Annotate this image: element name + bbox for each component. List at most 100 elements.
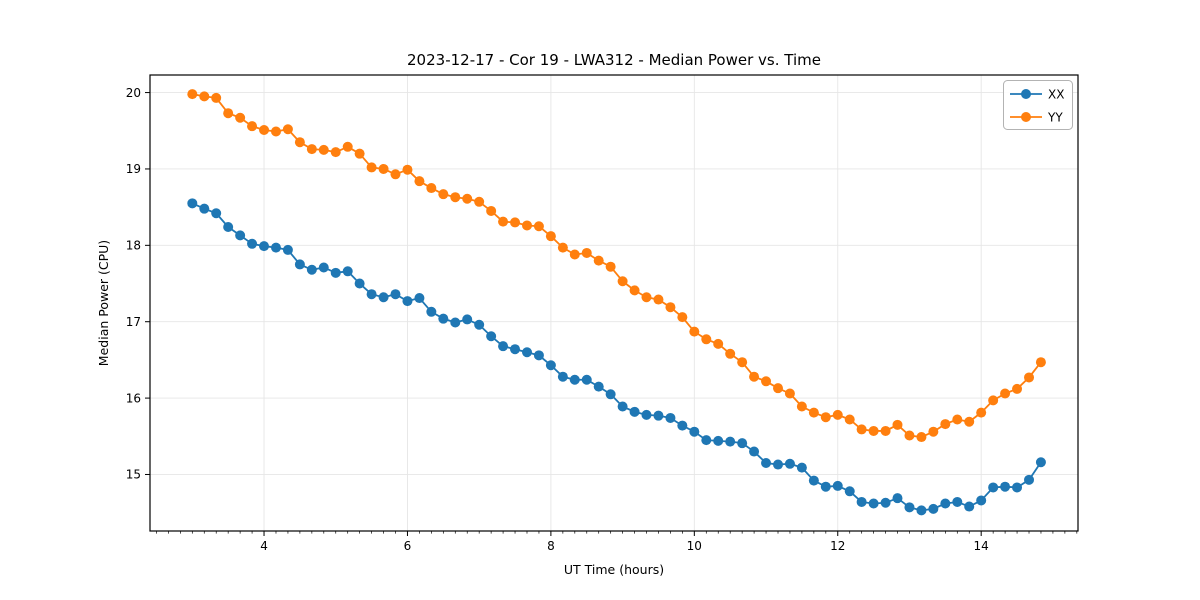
data-series (187, 89, 1046, 516)
data-point-xx (976, 495, 987, 506)
data-point-xx (545, 360, 556, 371)
data-point-xx (952, 496, 963, 507)
y-tick-label: 19 (126, 162, 141, 176)
data-point-yy (1024, 372, 1035, 383)
data-point-xx (1000, 481, 1011, 492)
data-point-yy (916, 432, 927, 443)
data-point-yy (438, 189, 449, 200)
data-point-yy (247, 121, 258, 132)
series-xx (187, 198, 1046, 516)
data-point-xx (402, 296, 413, 307)
data-point-yy (677, 312, 688, 323)
y-tick-label: 15 (126, 468, 141, 482)
legend-item-xx: XX (1010, 88, 1064, 102)
data-point-xx (773, 459, 784, 470)
axis-ticks (145, 92, 1078, 536)
data-point-xx (737, 438, 748, 449)
data-point-xx (605, 389, 616, 400)
data-point-yy (223, 108, 234, 119)
data-point-xx (366, 289, 377, 300)
data-point-xx (689, 426, 700, 437)
data-point-xx (832, 480, 843, 491)
data-point-yy (342, 141, 353, 152)
plot-frame (149, 74, 1079, 532)
x-tick-label: 4 (260, 539, 268, 553)
data-point-yy (271, 126, 281, 137)
data-point-xx (557, 371, 568, 382)
data-point-xx (342, 266, 353, 277)
data-point-xx (259, 241, 270, 252)
data-point-yy (426, 183, 437, 194)
data-point-xx (629, 406, 640, 417)
data-point-xx (426, 306, 437, 317)
data-point-yy (725, 348, 736, 359)
data-point-xx (844, 486, 855, 497)
data-point-yy (1012, 383, 1023, 394)
data-point-yy (940, 419, 951, 430)
data-point-xx (988, 482, 999, 493)
data-point-yy (832, 409, 843, 420)
data-point-xx (486, 331, 497, 342)
data-point-yy (844, 414, 855, 425)
data-point-yy (880, 425, 891, 436)
data-point-yy (761, 376, 772, 387)
legend-marker-xx (1021, 89, 1031, 99)
data-point-yy (808, 407, 819, 418)
data-point-yy (892, 419, 903, 430)
data-point-xx (235, 230, 246, 241)
legend-label-xx: XX (1048, 88, 1064, 102)
data-point-xx (581, 374, 592, 385)
data-point-xx (713, 435, 724, 446)
data-point-yy (952, 414, 963, 425)
data-point-yy (282, 124, 293, 135)
data-point-xx (784, 458, 795, 469)
data-point-yy (569, 249, 580, 260)
data-point-yy (199, 91, 210, 102)
data-point-yy (581, 247, 592, 258)
data-point-xx (318, 262, 329, 273)
data-point-yy (1035, 357, 1046, 368)
data-point-yy (259, 124, 270, 135)
data-point-yy (486, 205, 497, 216)
data-point-yy (605, 261, 616, 272)
data-point-xx (438, 313, 449, 324)
data-point-yy (713, 338, 724, 349)
data-point-xx (928, 503, 939, 514)
data-point-xx (414, 293, 425, 304)
data-point-yy (928, 426, 939, 437)
y-tick-label: 17 (126, 315, 141, 329)
data-point-xx (820, 481, 831, 492)
data-point-yy (390, 169, 401, 180)
x-tick-label: 14 (974, 539, 989, 553)
data-point-xx (677, 420, 688, 431)
data-point-xx (880, 497, 891, 508)
data-point-yy (784, 388, 795, 399)
data-point-yy (522, 220, 533, 231)
data-point-xx (904, 502, 915, 513)
data-point-yy (294, 137, 305, 148)
data-point-yy (414, 176, 425, 187)
data-point-xx (211, 208, 222, 219)
data-point-yy (701, 334, 712, 345)
data-point-yy (617, 276, 628, 287)
data-point-xx (725, 436, 736, 447)
legend-label-yy: YY (1047, 111, 1063, 125)
data-point-yy (749, 371, 760, 382)
data-point-yy (653, 294, 664, 305)
data-point-yy (378, 163, 389, 174)
data-point-yy (510, 217, 521, 228)
data-point-yy (689, 326, 700, 337)
data-point-yy (964, 416, 975, 427)
data-point-xx (533, 350, 544, 361)
data-point-xx (330, 267, 341, 278)
data-point-yy (366, 162, 377, 173)
data-point-xx (617, 401, 628, 412)
data-point-xx (498, 341, 509, 352)
data-point-yy (533, 221, 544, 232)
data-point-xx (761, 458, 772, 469)
data-point-xx (510, 344, 521, 355)
x-tick-label: 8 (547, 539, 555, 553)
x-tick-label: 6 (404, 539, 412, 553)
gridlines (150, 75, 1078, 531)
data-point-xx (450, 317, 461, 328)
